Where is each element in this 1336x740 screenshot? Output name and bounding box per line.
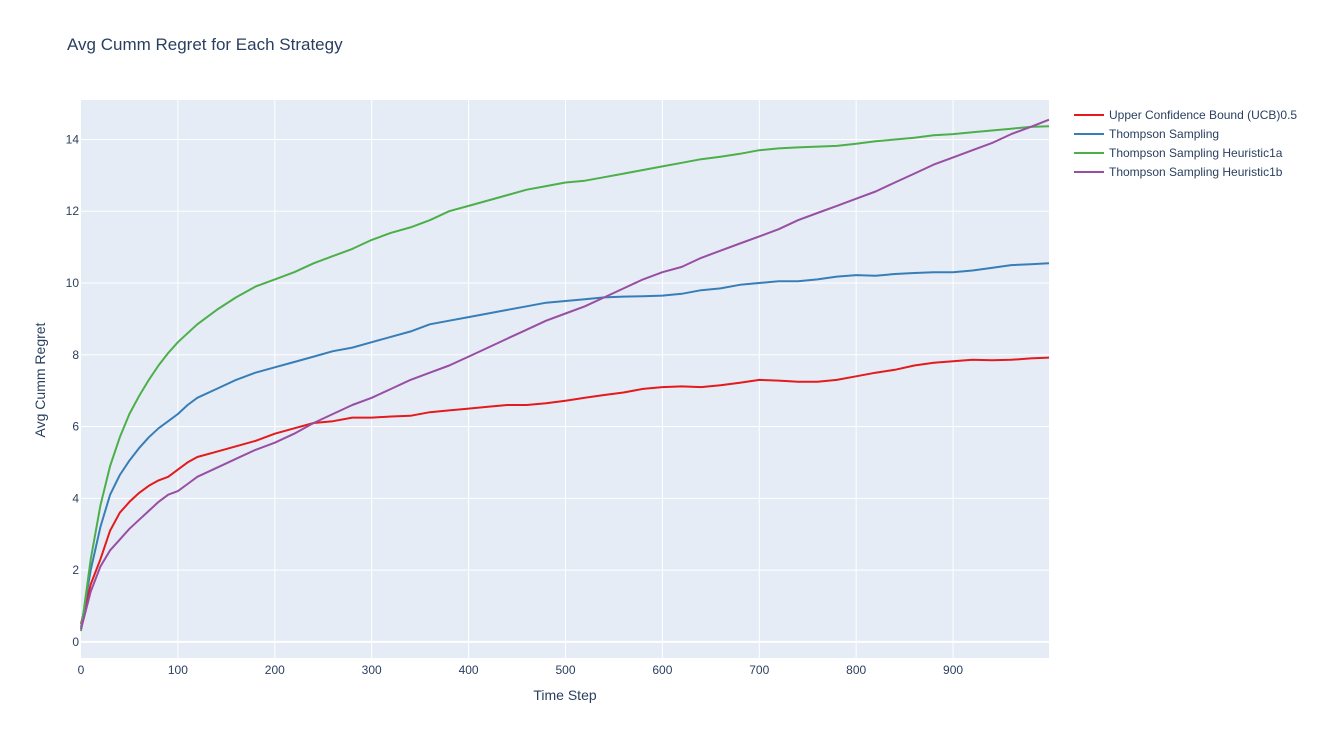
x-tick-label: 0 <box>78 663 85 677</box>
y-axis-ticks: 0 2 4 6 8 10 12 14 <box>66 132 80 648</box>
legend-item[interactable]: Thompson Sampling <box>1074 127 1219 141</box>
y-tick-label: 12 <box>66 204 80 218</box>
x-tick-label: 500 <box>555 663 575 677</box>
y-axis-title: Avg Cumm Regret <box>32 322 48 437</box>
x-tick-label: 400 <box>459 663 479 677</box>
legend-label: Thompson Sampling <box>1109 127 1219 141</box>
series-line-2 <box>80 262 1050 628</box>
y-tick-label: 14 <box>66 132 80 146</box>
x-tick-label: 800 <box>846 663 866 677</box>
legend-item[interactable]: Upper Confidence Bound (UCB)0.5 <box>1074 108 1297 122</box>
y-tick-label: 10 <box>66 276 80 290</box>
x-tick-label: 300 <box>362 663 382 677</box>
legend-item[interactable]: Thompson Sampling Heuristic1a <box>1074 146 1283 160</box>
x-axis-title: Time Step <box>533 687 596 703</box>
series-line-1 <box>80 356 1050 625</box>
legend-label: Upper Confidence Bound (UCB)0.5 <box>1109 108 1297 122</box>
x-tick-label: 900 <box>943 663 963 677</box>
x-axis-ticks: 0 100 200 300 400 500 600 700 800 900 <box>78 663 964 677</box>
legend-label: Thompson Sampling Heuristic1a <box>1109 146 1283 160</box>
chart-title: Avg Cumm Regret for Each Strategy <box>67 35 343 54</box>
y-tick-label: 0 <box>72 635 79 649</box>
y-tick-label: 6 <box>72 420 79 434</box>
x-tick-label: 200 <box>265 663 285 677</box>
y-tick-label: 4 <box>72 491 79 505</box>
x-tick-label: 100 <box>168 663 188 677</box>
series-line-4 <box>80 118 1050 630</box>
legend[interactable]: Upper Confidence Bound (UCB)0.5 Thompson … <box>1074 108 1297 179</box>
x-tick-label: 600 <box>652 663 672 677</box>
series-lines <box>80 118 1050 632</box>
series-line-3 <box>80 125 1050 632</box>
x-tick-label: 700 <box>749 663 769 677</box>
y-tick-label: 2 <box>72 563 79 577</box>
y-tick-label: 8 <box>72 348 79 362</box>
legend-label: Thompson Sampling Heuristic1b <box>1109 165 1283 179</box>
legend-item[interactable]: Thompson Sampling Heuristic1b <box>1074 165 1283 179</box>
